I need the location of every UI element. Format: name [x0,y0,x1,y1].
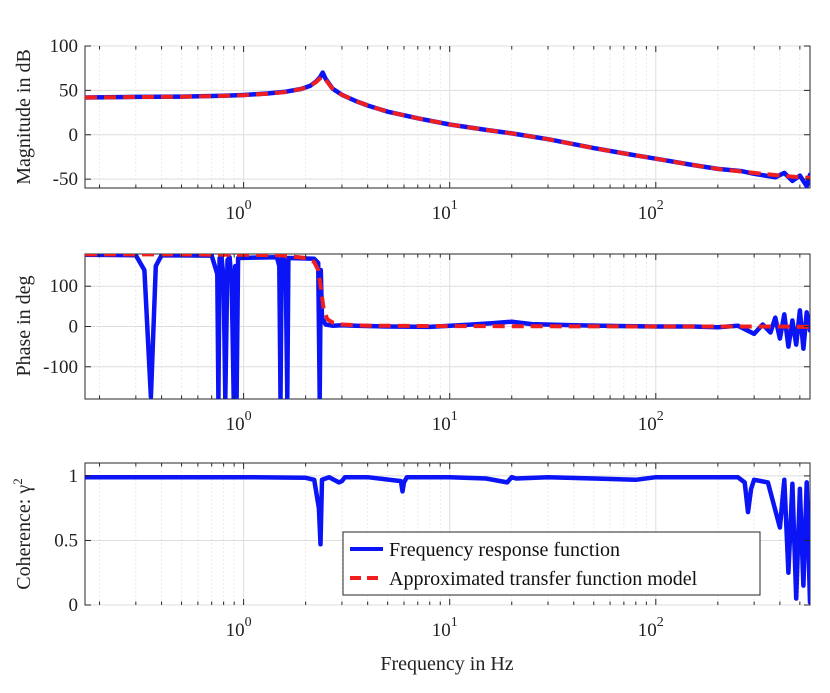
model-series-line-phase [85,254,810,329]
x-tick-label-exponent: 0 [245,409,252,424]
y-tick-label: 0 [69,317,79,338]
x-tick-label-base: 10 [226,620,245,641]
x-tick-label-base: 10 [226,203,245,224]
magnitude-y-axis-label: Magnitude in dB [13,49,35,185]
x-tick-label: 102 [638,198,664,224]
x-tick-label-exponent: 1 [451,615,458,630]
y-tick-label: 0 [69,125,79,146]
phase-grid [85,254,810,399]
phase-series [85,254,810,399]
phase-y-axis-label: Phase in deg [13,275,35,376]
x-tick-label-exponent: 2 [657,409,664,424]
frf-series-line-coherence [85,474,810,605]
x-tick-label-base: 10 [226,414,245,435]
coherence-y-axis-label-superscript: 2 [10,478,25,485]
x-tick-label: 102 [638,615,664,641]
x-tick-label-base: 10 [432,203,451,224]
legend-model-label: Approximated transfer function model [389,568,698,590]
y-tick-label: 50 [59,80,78,101]
x-axis-label: Frequency in Hz [380,653,513,675]
y-tick-label: 100 [50,36,79,57]
y-tick-label: 100 [50,276,79,297]
frf-series-line-phase [85,254,810,399]
coherence-series [85,474,810,605]
x-tick-label: 101 [432,615,458,641]
y-tick-label: -100 [43,357,78,378]
x-tick-label-exponent: 1 [451,198,458,213]
x-tick-label-base: 10 [638,620,657,641]
x-tick-label-base: 10 [432,414,451,435]
y-tick-label: 0.5 [54,530,78,551]
x-tick-label: 100 [226,615,252,641]
x-tick-label-base: 10 [638,414,657,435]
x-tick-label: 102 [638,409,664,435]
x-tick-label-exponent: 1 [451,409,458,424]
x-tick-label: 100 [226,198,252,224]
coherence-y-axis-label: Coherence: γ2 [10,478,35,589]
legend: Frequency response function Approximated… [342,531,761,596]
x-tick-label-exponent: 2 [657,198,664,213]
y-tick-label: -50 [53,169,78,190]
x-tick-label: 100 [226,409,252,435]
x-tick-label-exponent: 2 [657,615,664,630]
x-tick-label-exponent: 0 [245,615,252,630]
magnitude-grid [85,45,810,188]
x-tick-label-base: 10 [432,620,451,641]
legend-box [342,531,761,596]
legend-frf-label: Frequency response function [389,539,620,561]
x-tick-label: 101 [432,198,458,224]
y-tick-label: 1 [69,466,79,487]
magnitude-series [85,70,810,188]
coherence-y-axis-label-text: Coherence: γ [13,485,35,590]
y-tick-label: 0 [69,595,79,616]
x-tick-label: 101 [432,409,458,435]
x-tick-label-exponent: 0 [245,198,252,213]
model-series-line-magnitude [85,74,810,180]
x-tick-label-base: 10 [638,203,657,224]
